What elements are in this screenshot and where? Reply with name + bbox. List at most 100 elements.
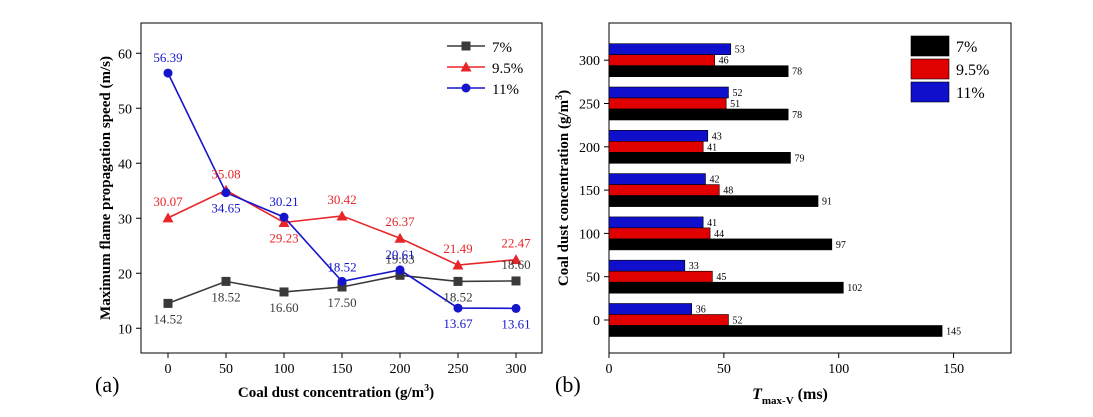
marker-11pct xyxy=(453,303,463,313)
bar-7pct xyxy=(608,108,789,121)
legend-swatch-b xyxy=(910,35,950,57)
legend-b: 7% 9.5% 11% xyxy=(910,35,989,103)
y-tick-label-a: 20 xyxy=(118,267,132,282)
bars-b xyxy=(608,43,943,337)
marker-9p5pct xyxy=(162,212,174,223)
bar-label-9p5pct: 46 xyxy=(719,56,729,67)
marker-9p5pct xyxy=(394,232,406,243)
y-tick-label-a: 10 xyxy=(118,322,132,337)
marker-7pct xyxy=(337,282,347,292)
data-label-9p5pct: 26.37 xyxy=(385,214,415,229)
y-tick-label-a: 30 xyxy=(118,212,132,227)
data-labels-a: 14.52 18.52 16.60 17.50 19.63 18.52 18.60 30.07… xyxy=(153,50,531,331)
bar-11pct xyxy=(608,216,704,229)
marker-11pct xyxy=(511,303,521,313)
data-label-9p5pct: 30.07 xyxy=(153,194,183,209)
bar-label-7pct: 78 xyxy=(792,110,802,121)
bar-11pct xyxy=(608,259,686,272)
bar-label-7pct: 102 xyxy=(847,283,862,294)
marker-9p5pct xyxy=(336,210,348,221)
legend-swatch-b xyxy=(910,58,950,80)
legend-label-a: 9.5% xyxy=(492,61,523,77)
legend-marker-a xyxy=(461,41,471,51)
series-markers-a xyxy=(162,68,522,313)
y-tick-label-b: 100 xyxy=(579,227,600,242)
data-label-7pct: 18.52 xyxy=(211,289,240,304)
marker-7pct xyxy=(395,270,405,280)
y-axis-a: 10 20 30 40 50 60 xyxy=(118,47,141,337)
marker-11pct xyxy=(221,188,231,198)
data-label-7pct: 16.60 xyxy=(269,300,298,315)
legend-marker-a xyxy=(461,83,471,93)
marker-9p5pct xyxy=(510,254,522,265)
bar-9p5pct xyxy=(608,184,720,196)
bar-label-11pct: 43 xyxy=(712,131,722,142)
y-tick-label-b: 0 xyxy=(593,314,600,329)
bar-label-9p5pct: 51 xyxy=(730,99,740,110)
data-label-11pct: 56.39 xyxy=(153,50,182,65)
data-label-9p5pct: 21.49 xyxy=(443,241,472,256)
data-label-7pct: 18.52 xyxy=(443,289,472,304)
bar-11pct xyxy=(608,303,692,315)
y-axis-b: 0 50 100 150 200 250 300 xyxy=(579,54,609,329)
bar-label-11pct: 53 xyxy=(735,45,745,56)
data-label-7pct: 19.63 xyxy=(385,251,414,266)
bar-label-9p5pct: 41 xyxy=(707,142,717,153)
bar-label-7pct: 145 xyxy=(946,327,961,338)
marker-9p5pct xyxy=(452,259,464,270)
data-label-11pct: 13.67 xyxy=(443,316,473,331)
bar-11pct xyxy=(608,130,709,142)
panel-b-bar-chart: 3652145334510241449742489143417952517853… xyxy=(554,22,1012,407)
bar-labels-b: 3652145334510241449742489143417952517853… xyxy=(689,45,961,338)
legend-swatch-b xyxy=(910,81,950,103)
x-tick-label-a: 50 xyxy=(219,362,233,377)
data-label-11pct: 30.21 xyxy=(269,194,298,209)
bar-7pct xyxy=(608,195,819,207)
marker-7pct xyxy=(221,276,231,286)
bar-label-9p5pct: 45 xyxy=(716,272,726,283)
bar-label-7pct: 79 xyxy=(794,153,804,164)
legend-label-a: 7% xyxy=(492,40,512,56)
x-tick-label-a: 200 xyxy=(390,362,411,377)
bar-7pct xyxy=(608,65,789,77)
bar-label-11pct: 42 xyxy=(709,175,719,186)
y-axis-title-b: Coal dust concentration (g/m3) xyxy=(554,90,572,286)
data-label-11pct: 13.61 xyxy=(501,316,530,331)
panel-a-line-chart: 10 20 30 40 50 60 0 50 100 150 200 250 300 14.52 18.… xyxy=(95,22,543,401)
data-label-9p5pct: 30.42 xyxy=(327,192,356,207)
marker-7pct xyxy=(511,276,521,286)
bar-label-9p5pct: 48 xyxy=(723,186,733,197)
x-tick-label-a: 250 xyxy=(448,362,469,377)
y-tick-label-b: 300 xyxy=(579,54,600,69)
data-label-7pct: 17.50 xyxy=(327,295,356,310)
marker-7pct xyxy=(163,298,173,308)
bar-label-11pct: 36 xyxy=(696,305,706,316)
x-tick-label-b: 0 xyxy=(606,362,613,377)
bar-7pct xyxy=(608,281,844,294)
x-tick-label-a: 0 xyxy=(165,362,172,377)
x-tick-label-a: 100 xyxy=(274,362,295,377)
data-label-9p5pct: 35.08 xyxy=(211,166,240,181)
bar-label-11pct: 33 xyxy=(689,261,699,272)
marker-11pct xyxy=(279,212,289,222)
y-tick-label-a: 40 xyxy=(118,157,132,172)
data-label-9p5pct: 29.23 xyxy=(269,230,298,245)
bar-7pct xyxy=(608,238,833,251)
x-tick-label-a: 300 xyxy=(506,362,527,377)
data-label-11pct: 34.65 xyxy=(211,201,240,216)
marker-7pct xyxy=(453,276,463,286)
legend-label-b: 11% xyxy=(956,85,985,102)
panel-label-b: (b) xyxy=(555,372,581,397)
y-tick-label-b: 200 xyxy=(579,141,600,156)
bar-label-7pct: 91 xyxy=(822,197,832,208)
x-tick-label-b: 50 xyxy=(717,362,731,377)
x-axis-title-b: Tmax-V (ms) xyxy=(752,386,828,407)
bar-label-7pct: 97 xyxy=(836,240,846,251)
bar-9p5pct xyxy=(608,270,713,283)
legend-label-b: 9.5% xyxy=(956,62,989,79)
y-tick-label-a: 50 xyxy=(118,102,132,117)
bar-label-7pct: 78 xyxy=(792,67,802,78)
data-label-7pct: 14.52 xyxy=(153,311,182,326)
y-axis-title-a: Maximum flame propagation speed (m/s) xyxy=(98,56,114,320)
x-axis-title-a: Coal dust concentration (g/m3) xyxy=(238,383,434,401)
